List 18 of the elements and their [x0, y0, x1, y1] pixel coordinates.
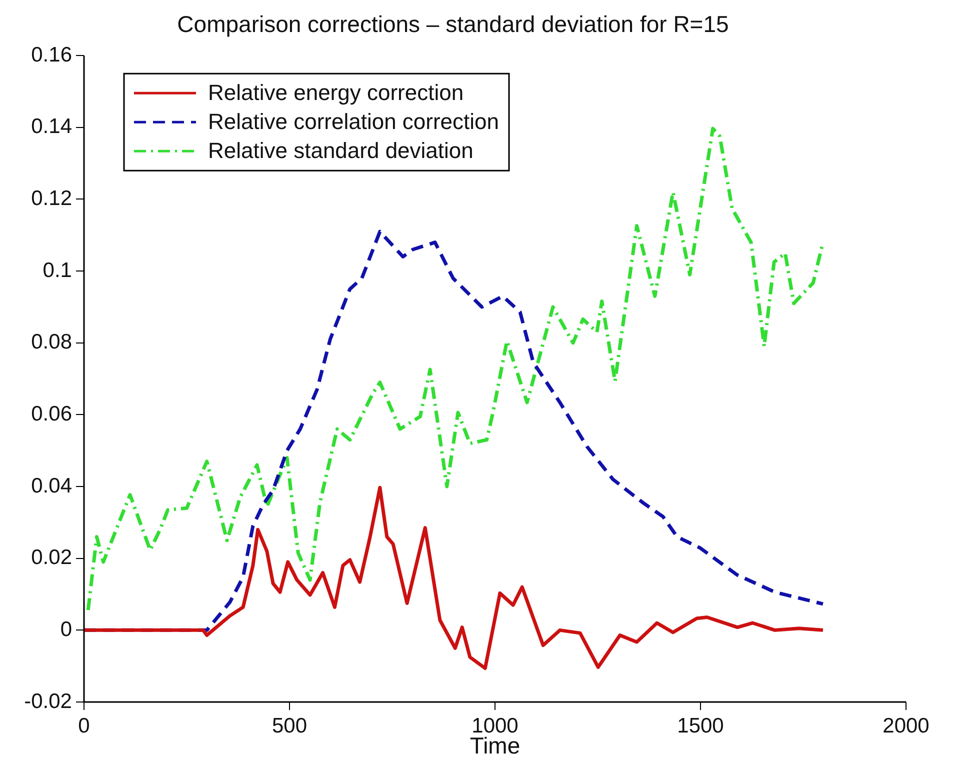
y-tick-label: 0	[60, 618, 72, 641]
y-tick-label: 0.04	[31, 474, 72, 498]
x-tick-label: 0	[78, 714, 90, 738]
x-tick-label: 1500	[677, 714, 724, 738]
y-tick-label: -0.02	[24, 690, 72, 713]
x-tick-label: 500	[272, 714, 308, 738]
y-tick-label: 0.02	[31, 546, 72, 570]
y-tick-label: 0.16	[31, 43, 72, 66]
y-tick-label: 0.08	[31, 330, 72, 354]
legend-label: Relative standard deviation	[208, 138, 474, 164]
legend-label: Relative correlation correction	[208, 109, 500, 134]
y-tick-label: 0.06	[31, 402, 72, 426]
legend-label: Relative energy correction	[208, 80, 464, 106]
y-tick-label: 0.14	[31, 115, 72, 138]
y-tick-label: 0.1	[42, 258, 72, 282]
chart-title: Comparison corrections – standard deviation for R=15	[177, 11, 729, 38]
x-tick-label: 2000	[882, 714, 930, 738]
y-tick-label: 0.12	[31, 187, 72, 210]
